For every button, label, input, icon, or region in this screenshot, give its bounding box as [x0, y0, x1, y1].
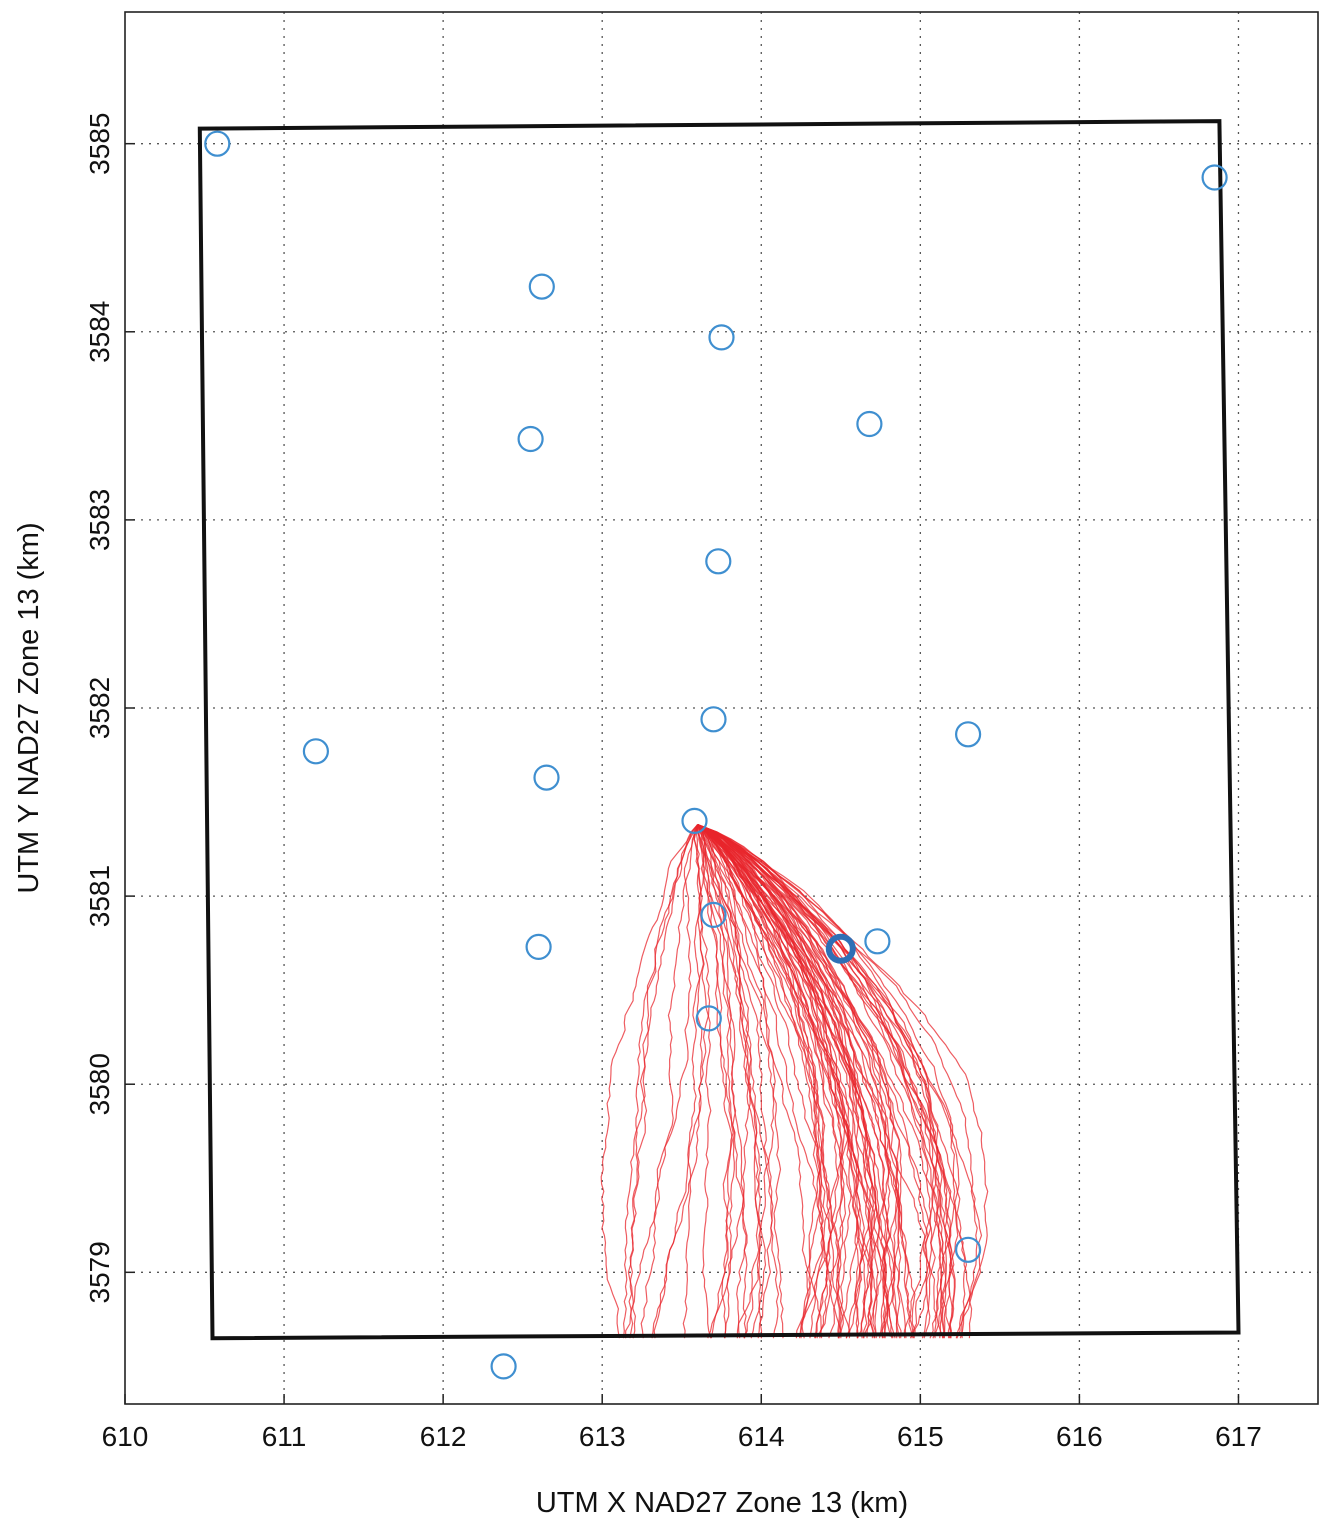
particle-path — [697, 824, 841, 1339]
particle-path — [697, 824, 960, 1339]
particle-path — [697, 824, 773, 1339]
particle-path — [697, 824, 748, 1339]
particle-path — [697, 824, 894, 1339]
x-tick-label: 617 — [1215, 1421, 1262, 1452]
particle-path — [697, 824, 843, 1339]
particle-path — [628, 824, 699, 1339]
particle-path — [697, 824, 902, 1339]
particle-path — [697, 824, 763, 1339]
particle-path — [697, 824, 916, 1339]
particle-path — [697, 824, 901, 1339]
data-point — [517, 425, 544, 453]
particle-path — [697, 824, 767, 1339]
particle-path — [697, 824, 851, 1339]
particle-path — [697, 824, 945, 1339]
domain-boundary — [197, 119, 1241, 1341]
data-point — [695, 1005, 722, 1032]
particle-path — [651, 824, 711, 1339]
particle-path — [697, 824, 748, 1339]
x-tick-label: 610 — [102, 1421, 149, 1452]
x-tick-label: 612 — [420, 1421, 467, 1452]
data-point — [700, 706, 727, 733]
particle-path — [697, 824, 874, 1339]
data-point — [705, 548, 732, 575]
highlight-point — [825, 933, 856, 964]
data-point — [490, 1353, 517, 1380]
particle-path — [697, 824, 874, 1339]
particle-path — [697, 824, 822, 1339]
x-axis-label: UTM X NAD27 Zone 13 (km) — [536, 1487, 908, 1519]
particle-path — [625, 824, 699, 1339]
particle-path — [697, 824, 936, 1339]
data-point — [708, 324, 735, 351]
particle-path — [697, 824, 824, 1339]
particle-path — [697, 824, 989, 1339]
particle-path — [697, 824, 734, 1339]
data-point — [864, 928, 891, 955]
data-point — [525, 933, 552, 961]
particle-path — [697, 824, 878, 1339]
particle-path — [697, 824, 842, 1339]
y-tick-label: 3582 — [84, 677, 115, 739]
y-axis-label: UTM Y NAD27 Zone 13 (km) — [13, 522, 45, 893]
particle-path — [697, 824, 940, 1339]
data-point — [856, 410, 883, 438]
particle-path — [697, 824, 959, 1339]
y-tick-label: 3584 — [84, 301, 115, 363]
y-tick-label: 3583 — [84, 489, 115, 551]
particle-path — [697, 824, 949, 1339]
particle-path — [697, 824, 840, 1339]
particle-path — [627, 824, 699, 1339]
data-point — [204, 130, 231, 157]
particle-path — [697, 824, 952, 1339]
x-tick-label: 613 — [579, 1421, 626, 1452]
data-point — [954, 1236, 982, 1263]
particle-path — [697, 824, 973, 1339]
x-tick-label: 614 — [738, 1421, 785, 1452]
x-tick-label: 615 — [897, 1421, 944, 1452]
particle-path — [697, 824, 932, 1339]
particle-path — [696, 824, 737, 1339]
particle-path — [697, 824, 823, 1339]
particle-path — [697, 824, 784, 1339]
y-tick-label: 3579 — [84, 1241, 115, 1303]
particle-path — [622, 824, 699, 1339]
data-point — [302, 738, 329, 765]
particle-path — [697, 824, 956, 1339]
particle-path — [697, 824, 844, 1339]
y-tick-label: 3580 — [84, 1053, 115, 1115]
points-layer — [204, 130, 1228, 1380]
particle-path — [697, 824, 901, 1339]
particle-path — [697, 824, 733, 1339]
particle-path — [640, 824, 699, 1339]
data-point — [1201, 164, 1228, 191]
particle-path — [697, 824, 891, 1339]
data-point — [700, 901, 727, 929]
data-point — [528, 273, 555, 300]
x-tick-label: 616 — [1056, 1421, 1103, 1452]
y-tick-label: 3581 — [84, 865, 115, 927]
particle-path — [682, 824, 705, 1339]
data-point — [954, 721, 982, 748]
y-axis: 3579 3580 3581 3582 3583 3584 3585 — [84, 113, 135, 1303]
boundary-polygon — [197, 119, 1241, 1341]
grid — [125, 12, 1318, 1404]
particle-path — [697, 824, 891, 1339]
y-tick-label: 3585 — [84, 113, 115, 175]
particle-paths — [600, 824, 989, 1339]
data-point — [681, 807, 708, 835]
data-point — [533, 764, 560, 791]
x-tick-label: 611 — [262, 1421, 307, 1452]
x-axis: 610 611 612 613 614 615 616 617 — [102, 1394, 1262, 1452]
particle-path — [600, 824, 699, 1339]
